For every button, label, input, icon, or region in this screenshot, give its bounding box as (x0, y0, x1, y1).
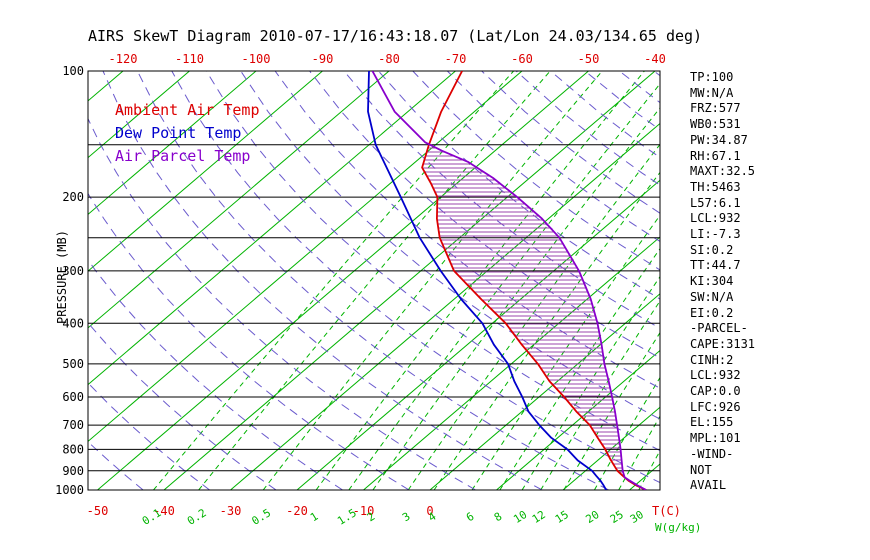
plot-border (87, 70, 661, 491)
pressure-axis-title: PRESSURE (MB) (55, 230, 69, 324)
pressure-tick-label: 100 (62, 64, 84, 78)
top-temp-tick-label: -90 (312, 52, 334, 66)
stat-line: CAPE:3131 (690, 336, 756, 351)
mixing-ratio-lines (153, 71, 660, 490)
mixing-ratio-tick-label: 20 (583, 508, 601, 526)
stat-line: TH:5463 (690, 179, 741, 194)
bottom-temp-tick-label: -30 (220, 504, 242, 518)
top-temp-tick-label: -100 (242, 52, 271, 66)
temp-unit-label: T(C) (652, 504, 681, 518)
stat-line: EL:155 (690, 415, 734, 430)
ambient-air-temp-curve (421, 71, 647, 490)
legend-air-parcel-temp: Air Parcel Temp (115, 147, 251, 165)
mixing-ratio-tick-label: 15 (553, 508, 571, 526)
top-temp-tick-label: -80 (378, 52, 400, 66)
mixing-ratio-tick-label: 30 (628, 508, 646, 526)
sounding-curves (367, 71, 647, 490)
bottom-temp-tick-label: -10 (353, 504, 375, 518)
dew-point-temp-curve (367, 71, 607, 490)
mixing-ratio-tick-label: 3 (400, 510, 413, 525)
pressure-tick-label: 900 (62, 464, 84, 478)
stat-line: CAP:0.0 (690, 384, 741, 399)
stat-line: FRZ:577 (690, 101, 741, 116)
stats-panel: TP:100 MW:N/A FRZ:577 WB0:531 PW:34.87 RH:67.… (690, 70, 755, 494)
top-temp-tick-label: -120 (109, 52, 138, 66)
mixing-ratio-tick-label: 8 (492, 510, 505, 525)
bottom-temp-tick-label: -50 (87, 504, 109, 518)
stat-line: KI:304 (690, 274, 734, 289)
mixing-ratio-tick-label: 6 (464, 510, 477, 525)
legend-ambient-air-temp: Ambient Air Temp (115, 101, 260, 119)
pressure-tick-label: 800 (62, 442, 84, 456)
bottom-temp-tick-label: -40 (153, 504, 175, 518)
chart-title: AIRS SkewT Diagram 2010-07-17/16:43:18.0… (88, 27, 703, 45)
stat-line: NOT (690, 462, 712, 477)
stat-line: LFC:926 (690, 399, 741, 414)
axis-labels: 1002003004005006007008009001000PRESSURE … (55, 52, 701, 534)
stat-line: MAXT:32.5 (690, 164, 756, 179)
stat-line: LCL:932 (690, 211, 741, 226)
top-temp-tick-label: -110 (175, 52, 204, 66)
top-temp-tick-label: -50 (578, 52, 600, 66)
isotherm-lines (88, 71, 660, 490)
stat-line: L57:6.1 (690, 195, 741, 210)
top-temp-tick-label: -40 (644, 52, 666, 66)
mixing-ratio-tick-label: 12 (530, 508, 548, 526)
stat-line: AVAIL (690, 478, 727, 493)
stat-line: MPL:101 (690, 431, 741, 446)
top-temp-tick-label: -60 (511, 52, 533, 66)
mixing-ratio-tick-label: 0.2 (185, 506, 209, 528)
stat-line: EI:0.2 (690, 305, 734, 320)
pressure-tick-label: 200 (62, 190, 84, 204)
cape-hatch-area (422, 147, 623, 473)
stat-line: TT:44.7 (690, 258, 741, 273)
plot-legend: Ambient Air Temp Dew Point Temp Air Parc… (115, 99, 260, 168)
stat-line: TP:100 (690, 70, 734, 84)
stat-line: RH:67.1 (690, 148, 741, 163)
stat-line: LCL:932 (690, 368, 741, 383)
stat-line: PW:34.87 (690, 132, 748, 147)
bottom-temp-tick-label: -20 (286, 504, 308, 518)
mixing-ratio-tick-label: 0.5 (249, 506, 273, 528)
mixing-ratio-tick-label: 1 (308, 510, 321, 525)
stat-line: MW:N/A (690, 85, 734, 100)
pressure-tick-label: 1000 (55, 483, 84, 497)
mixing-ratio-tick-label: 25 (608, 508, 626, 526)
pressure-tick-label: 400 (62, 316, 84, 330)
stat-line: SI:0.2 (690, 242, 734, 257)
top-temp-tick-label: -70 (445, 52, 467, 66)
pressure-tick-label: 700 (62, 418, 84, 432)
stat-line: CINH:2 (690, 352, 734, 367)
mixing-ratio-tick-label: 2 (365, 510, 378, 525)
mixing-ratio-tick-label: 4 (426, 510, 439, 525)
pressure-tick-label: 300 (62, 264, 84, 278)
pressure-tick-label: 500 (62, 357, 84, 371)
stat-line: SW:N/A (690, 289, 734, 304)
air-parcel-temp-curve (371, 71, 647, 490)
legend-dew-point-temp: Dew Point Temp (115, 124, 242, 142)
stat-line: -WIND- (690, 446, 734, 461)
bottom-temp-tick-label: 0 (426, 504, 433, 518)
stat-line: LI:-7.3 (690, 227, 741, 242)
pressure-tick-label: 600 (62, 390, 84, 404)
mixing-unit-label: W(g/kg) (655, 521, 701, 534)
stat-line: -PARCEL- (690, 321, 748, 336)
stat-line: WB0:531 (690, 117, 741, 132)
mixing-ratio-tick-label: 10 (511, 508, 529, 526)
